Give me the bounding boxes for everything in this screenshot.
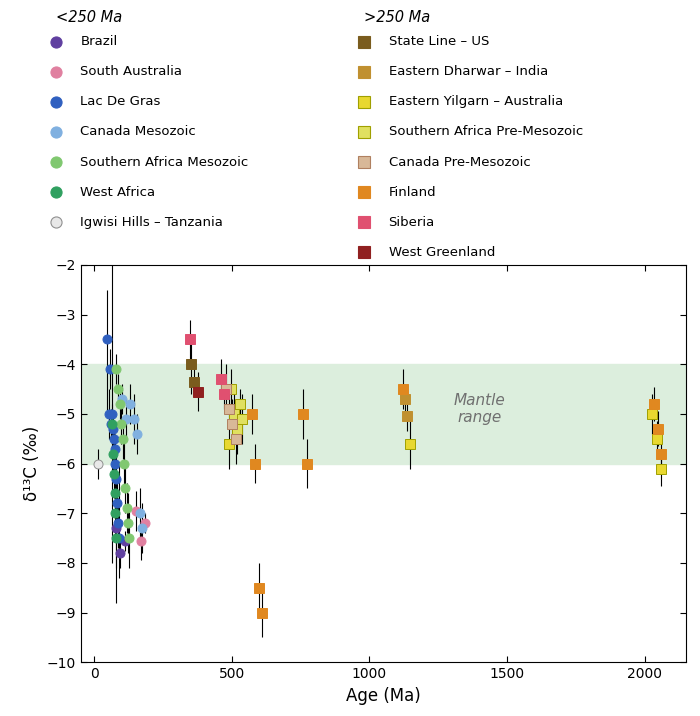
Text: Mantle
range: Mantle range — [454, 393, 505, 425]
Text: West Africa: West Africa — [80, 185, 155, 198]
Text: Eastern Yilgarn – Australia: Eastern Yilgarn – Australia — [389, 95, 563, 108]
Y-axis label: δ¹³C (‰): δ¹³C (‰) — [23, 426, 41, 501]
Text: Igwisi Hills – Tanzania: Igwisi Hills – Tanzania — [80, 216, 223, 228]
Text: >250 Ma: >250 Ma — [364, 11, 430, 26]
Text: South Australia: South Australia — [80, 65, 183, 78]
Text: State Line – US: State Line – US — [389, 35, 489, 48]
Bar — [80, 364, 686, 463]
Text: Finland: Finland — [389, 185, 436, 198]
Text: Siberia: Siberia — [389, 216, 435, 228]
Text: West Greenland: West Greenland — [389, 246, 495, 258]
Text: Southern Africa Mesozoic: Southern Africa Mesozoic — [80, 155, 248, 168]
Text: Brazil: Brazil — [80, 35, 118, 48]
Text: Canada Mesozoic: Canada Mesozoic — [80, 125, 196, 138]
Text: Lac De Gras: Lac De Gras — [80, 95, 161, 108]
Text: Eastern Dharwar – India: Eastern Dharwar – India — [389, 65, 547, 78]
Text: <250 Ma: <250 Ma — [56, 11, 122, 26]
X-axis label: Age (Ma): Age (Ma) — [346, 687, 421, 705]
Text: Canada Pre-Mesozoic: Canada Pre-Mesozoic — [389, 155, 531, 168]
Text: Southern Africa Pre-Mesozoic: Southern Africa Pre-Mesozoic — [389, 125, 582, 138]
